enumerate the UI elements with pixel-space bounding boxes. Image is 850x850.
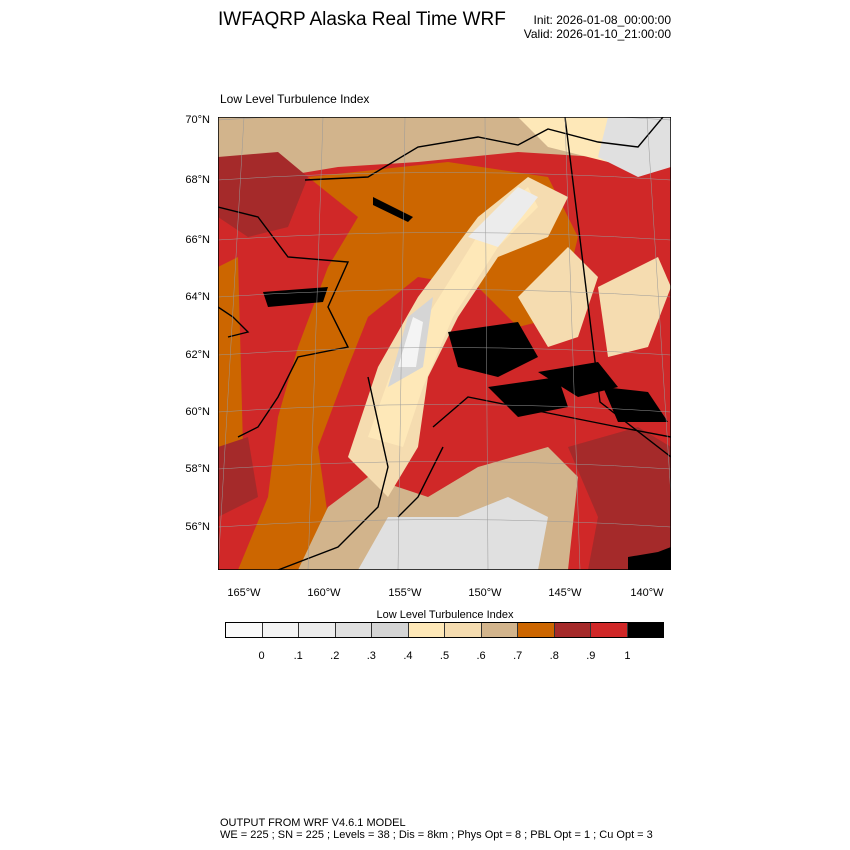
colorbar-label: 0 <box>258 650 265 662</box>
lat-label: 56°N <box>185 521 210 533</box>
colorbar-label: .2 <box>330 650 340 662</box>
colorbar-swatch <box>372 623 409 637</box>
lat-label: 58°N <box>185 463 210 475</box>
plot-title: IWFAQRP Alaska Real Time WRF <box>218 9 506 30</box>
lon-label: 150°W <box>468 587 502 599</box>
colorbar-swatch <box>554 623 591 637</box>
colorbar <box>225 622 664 638</box>
lat-label: 62°N <box>185 349 210 361</box>
colorbar-swatch <box>335 623 372 637</box>
colorbar-swatch <box>591 623 628 637</box>
colorbar-label: .6 <box>476 650 486 662</box>
lon-label: 165°W <box>227 587 261 599</box>
lat-label: 66°N <box>185 234 210 246</box>
footer-config: WE = 225 ; SN = 225 ; Levels = 38 ; Dis … <box>220 829 653 841</box>
map-subtitle: Low Level Turbulence Index <box>220 92 370 106</box>
turbulence-map <box>218 117 671 570</box>
colorbar-swatch <box>226 623 263 637</box>
valid-time: Valid: 2026-01-10_21:00:00 <box>523 27 671 41</box>
lat-label: 68°N <box>185 174 210 186</box>
lon-label: 145°W <box>548 587 582 599</box>
footer-model: OUTPUT FROM WRF V4.6.1 MODEL <box>220 817 406 829</box>
colorbar-swatch <box>445 623 482 637</box>
colorbar-swatch <box>518 623 555 637</box>
colorbar-swatch <box>627 623 663 637</box>
lat-label: 64°N <box>185 291 210 303</box>
lon-label: 155°W <box>388 587 422 599</box>
colorbar-label: .8 <box>549 650 559 662</box>
colorbar-label: .5 <box>439 650 450 662</box>
lat-label: 70°N <box>185 114 210 126</box>
colorbar-label: .1 <box>293 650 303 662</box>
colorbar-label: .7 <box>513 650 523 662</box>
colorbar-label: .4 <box>403 650 413 662</box>
init-time: Init: 2026-01-08_00:00:00 <box>533 13 671 27</box>
colorbar-swatch <box>408 623 445 637</box>
lon-label: 160°W <box>307 587 341 599</box>
lat-label: 60°N <box>185 406 210 418</box>
colorbar-swatch <box>262 623 299 637</box>
colorbar-label: 1 <box>624 650 631 662</box>
colorbar-label: .9 <box>586 650 596 662</box>
colorbar-swatch <box>481 623 518 637</box>
colorbar-label: .3 <box>366 650 376 662</box>
lon-label: 140°W <box>630 587 664 599</box>
colorbar-swatch <box>299 623 336 637</box>
colorbar-title: Low Level Turbulence Index <box>376 609 514 621</box>
